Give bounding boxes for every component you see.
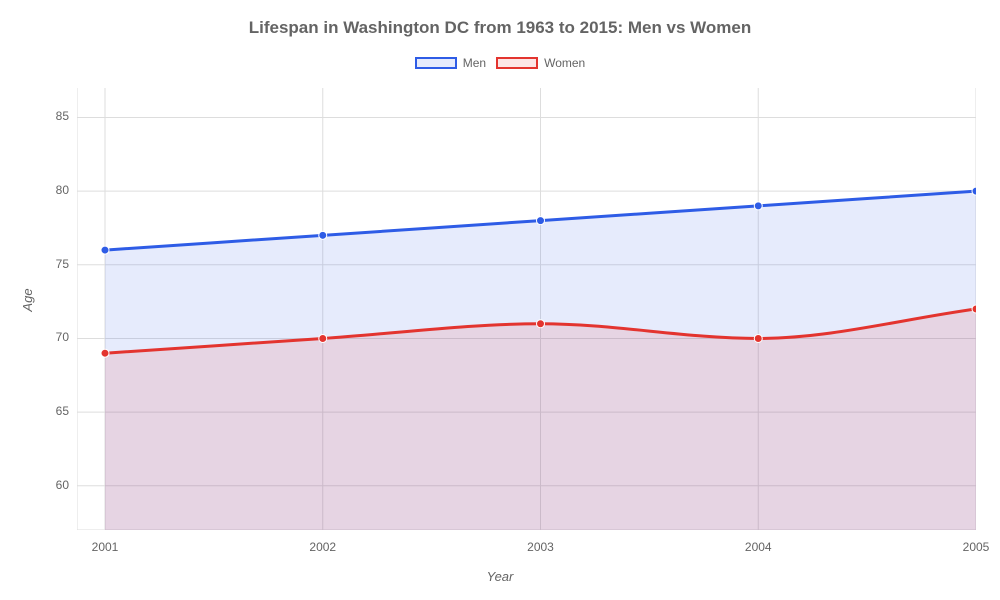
chart-title: Lifespan in Washington DC from 1963 to 2… [0,18,1000,38]
chart-container: Lifespan in Washington DC from 1963 to 2… [0,0,1000,600]
data-point[interactable] [101,246,109,254]
x-tick-label: 2001 [92,540,119,554]
x-tick-label: 2005 [963,540,990,554]
y-tick-label: 70 [56,330,69,344]
data-point[interactable] [972,305,976,313]
data-point[interactable] [537,217,545,225]
data-point[interactable] [754,334,762,342]
y-axis-label: Age [20,288,35,311]
legend-swatch-men [415,57,457,69]
legend-swatch-women [496,57,538,69]
legend-item-women[interactable]: Women [496,56,585,70]
legend: Men Women [0,56,1000,70]
data-point[interactable] [319,231,327,239]
y-tick-label: 65 [56,404,69,418]
x-tick-label: 2004 [745,540,772,554]
x-tick-label: 2003 [527,540,554,554]
legend-label-women: Women [544,56,585,70]
x-tick-label: 2002 [309,540,336,554]
chart-plot [77,88,976,530]
legend-label-men: Men [463,56,486,70]
legend-item-men[interactable]: Men [415,56,486,70]
data-point[interactable] [537,320,545,328]
y-tick-label: 60 [56,478,69,492]
data-point[interactable] [319,334,327,342]
data-point[interactable] [101,349,109,357]
x-axis-label: Year [487,569,514,584]
data-point[interactable] [972,187,976,195]
y-tick-label: 85 [56,109,69,123]
data-point[interactable] [754,202,762,210]
y-tick-label: 80 [56,183,69,197]
y-tick-label: 75 [56,257,69,271]
